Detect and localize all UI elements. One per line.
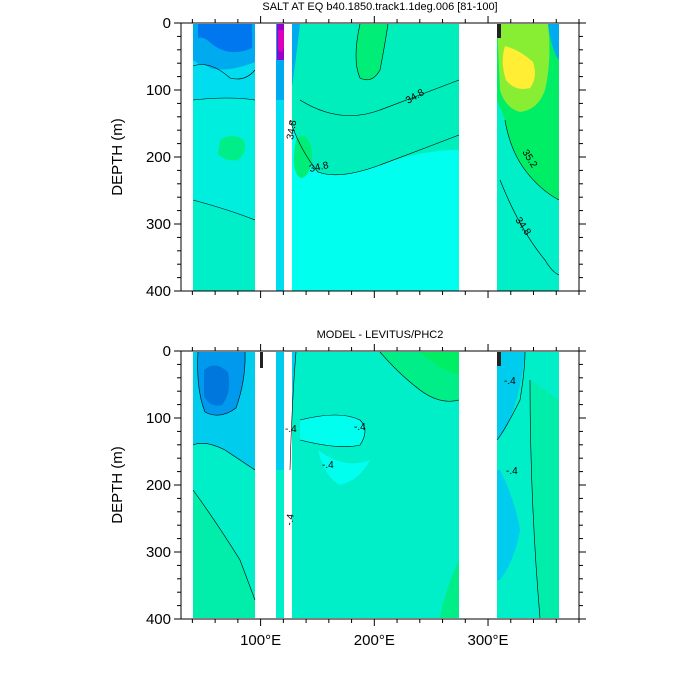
bottom-contour-line xyxy=(496,351,526,441)
top-field-upper-2 xyxy=(276,24,459,175)
bottom-contour-lines xyxy=(192,351,541,618)
top-field-salty-tongue-2 xyxy=(356,24,388,80)
bottom-y-tick-label: 200 xyxy=(146,477,171,494)
bottom-contour-line xyxy=(299,414,366,447)
bottom-contour-line xyxy=(192,489,256,601)
top-contour-line xyxy=(499,179,560,276)
bottom-field-mark-1 xyxy=(260,352,263,368)
bottom-y-tick-label: 300 xyxy=(146,544,171,561)
bottom-field-deep-east xyxy=(440,560,459,618)
bottom-contour-label: -.4 xyxy=(284,513,297,527)
top-field-salty-lens-1 xyxy=(218,136,246,161)
bottom-panel: MODEL - LEVITUS/PHC2 xyxy=(109,329,586,649)
top-contour-label: 34.8 xyxy=(308,160,330,175)
top-contour-field xyxy=(193,24,559,291)
top-panel: SALT AT EQ b40.1850.track1.1deg.006 [81-… xyxy=(109,1,586,300)
bottom-x-tick-label: 100°E xyxy=(240,632,281,649)
top-axes: 0 100 200 300 400 xyxy=(146,15,586,300)
top-contour-line xyxy=(355,24,389,81)
bottom-contour-label: -.4 xyxy=(322,460,334,471)
bottom-field-deep-1 xyxy=(193,490,255,618)
top-y-axis-label: DEPTH (m) xyxy=(109,118,126,196)
bottom-x-tick-label: 200°E xyxy=(354,632,395,649)
top-contour-lines xyxy=(192,24,560,276)
top-contour-label: 34.8 xyxy=(285,119,299,141)
bottom-contour-line xyxy=(529,379,541,618)
top-y-tick-label: 300 xyxy=(146,216,171,233)
bottom-field-fresh-3b xyxy=(497,470,520,580)
top-field-gap-strip xyxy=(284,24,292,291)
top-field-west-wall-2 xyxy=(276,100,284,291)
bottom-field-fresh-1c xyxy=(204,365,230,406)
bottom-panel-title: MODEL - LEVITUS/PHC2 xyxy=(317,329,444,341)
top-y-tick-label: 0 xyxy=(163,15,171,32)
top-contour-line xyxy=(299,79,460,116)
bottom-field-fresh-anomaly-2 xyxy=(318,450,370,485)
bottom-axes: 0 100 200 300 400 100°E 200°E 300°E xyxy=(146,343,586,649)
bottom-contour-line xyxy=(379,351,460,402)
top-field-deep-1 xyxy=(193,200,255,291)
bottom-field-gap-strip xyxy=(284,352,292,618)
bottom-contour-line xyxy=(197,351,246,416)
bottom-contour-line xyxy=(289,351,297,471)
top-field-fresh-core-1b xyxy=(198,24,252,53)
bottom-contour-label: -.4 xyxy=(354,422,366,433)
top-y-tick-label: 200 xyxy=(146,149,171,166)
bottom-field-basin-2 xyxy=(276,352,459,618)
bottom-field-east-edge-3 xyxy=(497,352,501,366)
top-field-salty-lens-2 xyxy=(293,135,312,178)
top-contour-line xyxy=(192,64,256,80)
top-contour-line xyxy=(504,119,560,201)
top-field-east-edge-3 xyxy=(497,24,501,38)
top-field-east-fresh-3 xyxy=(548,24,559,60)
top-contour-line xyxy=(192,97,256,101)
bottom-field-fresh-3 xyxy=(497,352,525,440)
bottom-field-fresh-anomaly xyxy=(300,415,365,447)
bottom-y-tick-label: 100 xyxy=(146,410,171,427)
bottom-contour-label: -.4 xyxy=(285,424,297,435)
bottom-contour-labels: -.4 -.4 -.4 -.4 -.4 -.4 xyxy=(284,376,518,527)
top-contour-line xyxy=(289,119,460,176)
bottom-contour-label: -.4 xyxy=(506,466,518,477)
bottom-field-salty-2b xyxy=(420,352,459,375)
top-field-band-1 xyxy=(193,60,255,100)
bottom-contour-line xyxy=(192,443,256,471)
top-panel-title: SALT AT EQ b40.1850.track1.1deg.006 [81-… xyxy=(262,1,497,13)
bottom-y-axis-label: DEPTH (m) xyxy=(109,446,126,524)
top-field-salinity-max xyxy=(502,46,535,89)
top-contour-line xyxy=(192,199,256,221)
top-y-tick-label: 400 xyxy=(146,283,171,300)
bottom-x-tick-label: 300°E xyxy=(468,632,509,649)
bottom-y-tick-label: 400 xyxy=(146,611,171,628)
bottom-y-tick-label: 0 xyxy=(163,343,171,360)
bottom-contour-field xyxy=(193,352,559,618)
top-y-tick-label: 100 xyxy=(146,82,171,99)
bottom-contour-label: -.4 xyxy=(504,376,516,387)
bottom-field-salty-3 xyxy=(530,380,559,618)
